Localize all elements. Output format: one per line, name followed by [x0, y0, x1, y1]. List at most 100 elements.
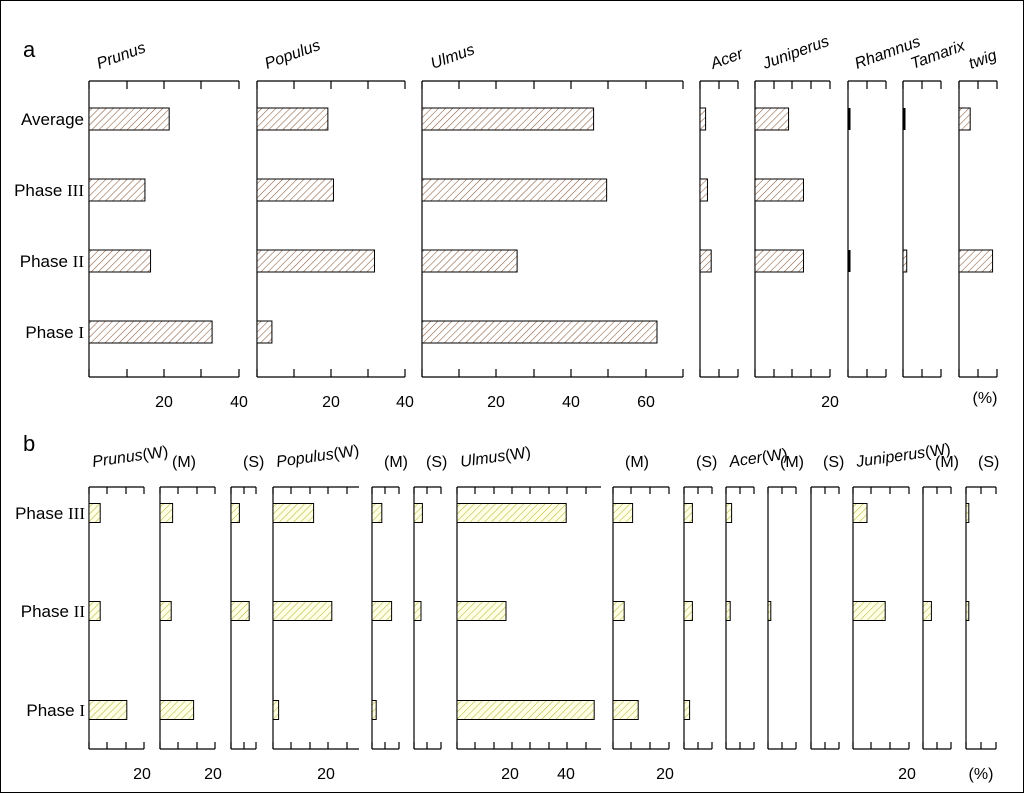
bar-acer-phase-ii — [699, 249, 712, 273]
bar-ulmus-phase-i — [421, 320, 658, 344]
tick-label: 40 — [230, 394, 248, 411]
panel-b-column-7-m: 20 (M) — [612, 454, 674, 783]
bar-rhamnus-average — [848, 108, 851, 130]
panel-b-column-10-m: (M) — [767, 454, 804, 750]
bar-populus-w-phase-ii — [272, 601, 333, 621]
row-label-phase-iii: Phase III — [15, 504, 85, 523]
bar-juniperus-w-phase-iii — [852, 503, 868, 523]
panel-b-column-5-s: (S) — [413, 454, 447, 750]
bar-s-phase-ii — [683, 601, 693, 621]
bar-prunus-average — [88, 107, 170, 131]
panel-b-column-3-populus-w: 20 Populus(W) — [272, 442, 360, 783]
bar-m-phase-i — [159, 700, 195, 720]
tick-label: 20 — [501, 766, 519, 783]
tick-label: 20 — [133, 766, 151, 783]
tick-label: 40 — [396, 394, 414, 411]
bar-ulmus-phase-ii — [421, 249, 518, 273]
bar-m-phase-ii — [767, 601, 772, 621]
panel-a-column-twig: twig — [958, 47, 1000, 378]
bar-s-phase-i — [683, 700, 691, 720]
bar-m-phase-ii — [159, 601, 172, 621]
bar-ulmus-w-phase-ii — [456, 601, 507, 621]
bar-juniperus-phase-ii — [754, 249, 804, 273]
tick-label: 20 — [821, 394, 839, 411]
panel-a-column-ulmus: 20 40 60 Ulmus — [421, 41, 684, 411]
bar-populus-average — [256, 107, 329, 131]
taxon-label-populus: Populus — [263, 37, 323, 73]
bar-acer-w-phase-ii — [725, 601, 731, 621]
bar-prunus-w-phase-ii — [88, 601, 101, 621]
bar-s-phase-iii — [683, 503, 693, 523]
row-label-phase-i: Phase I — [26, 701, 85, 720]
series-label-prunus-w: Prunus(W) — [91, 443, 169, 470]
series-label-m: (M) — [172, 454, 196, 471]
panel-b-column-0-prunus-w: 20 Prunus(W) — [88, 443, 169, 783]
bar-s-phase-iii — [413, 503, 423, 523]
bar-populus-phase-ii — [256, 249, 375, 273]
bar-m-phase-iii — [159, 503, 174, 523]
series-label-acer-w: Acer(W) — [727, 446, 788, 471]
series-label-s: (S) — [243, 454, 264, 471]
series-label-ulmus-w: Ulmus(W) — [459, 444, 532, 471]
panel-b-column-1-m: 20 (M) — [159, 454, 222, 783]
series-label-m: (M) — [384, 454, 408, 471]
tick-label: 20 — [155, 394, 173, 411]
bar-prunus-phase-ii — [88, 249, 152, 273]
series-label-m: (M) — [625, 454, 649, 471]
bar-m-phase-ii — [922, 601, 932, 621]
bar-twig-average — [958, 107, 971, 131]
bar-ulmus-phase-iii — [421, 178, 608, 202]
bar-prunus-phase-i — [88, 320, 213, 344]
bar-rhamnus-phase-ii — [848, 250, 851, 272]
bar-populus-w-phase-iii — [272, 503, 315, 523]
panel-b-column-2-s: (S) — [230, 454, 264, 750]
bar-m-phase-i — [371, 700, 377, 720]
panel-a-column-prunus: 20 40 Prunus — [88, 39, 248, 411]
taxon-label-prunus: Prunus — [95, 39, 148, 72]
bar-juniperus-average — [754, 107, 790, 131]
row-label-average: Average — [21, 110, 84, 129]
bar-s-phase-iii — [965, 503, 970, 523]
tick-label: 20 — [317, 766, 335, 783]
taxon-label-ulmus: Ulmus — [429, 41, 477, 72]
tick-label: 60 — [637, 394, 655, 411]
panel-label-b: b — [23, 431, 35, 456]
bar-acer-phase-iii — [699, 178, 708, 202]
bar-tamarix-phase-ii — [902, 249, 908, 273]
bar-juniperus-w-phase-ii — [852, 601, 886, 621]
row-label-phase-ii: Phase II — [21, 602, 86, 621]
panel-b-column-4-m: (M) — [371, 454, 408, 750]
tick-label: 40 — [557, 766, 575, 783]
panel-label-a: a — [23, 37, 36, 62]
bar-s-phase-ii — [965, 601, 970, 621]
panel-b-column-9-acer-w: Acer(W) — [725, 446, 789, 750]
unit-label-a: (%) — [973, 390, 998, 407]
panel-a-column-acer: Acer — [699, 45, 746, 378]
row-label-phase-iii: Phase III — [14, 181, 84, 200]
series-label-m: (M) — [935, 454, 959, 471]
bar-prunus-phase-iii — [88, 178, 146, 202]
taxon-label-acer: Acer — [708, 45, 746, 73]
series-label-s: (S) — [696, 454, 717, 471]
bar-populus-phase-i — [256, 320, 273, 344]
unit-label-b: (%) — [969, 766, 994, 783]
panel-b-column-13-m: (M) — [922, 454, 959, 750]
panel-b-column-6-ulmus-w: 20 40 Ulmus(W) — [456, 444, 601, 783]
bar-s-phase-ii — [413, 601, 422, 621]
bar-s-phase-ii — [230, 601, 250, 621]
panel-a-column-rhamnus: Rhamnus — [847, 33, 923, 378]
bar-prunus-w-phase-i — [88, 700, 128, 720]
panel-a-column-juniperus: 20 Juniperus — [754, 33, 839, 411]
panel-a-column-populus: 20 40 Populus — [256, 37, 414, 411]
panel-b-column-11-s: (S) — [810, 454, 844, 750]
bar-m-phase-iii — [612, 503, 634, 523]
bar-ulmus-w-phase-i — [456, 700, 595, 720]
bar-populus-phase-iii — [256, 178, 334, 202]
tick-label: 20 — [487, 394, 505, 411]
bar-m-phase-ii — [371, 601, 393, 621]
bar-populus-w-phase-i — [272, 700, 280, 720]
taxon-label-twig: twig — [967, 47, 1000, 73]
bar-m-phase-ii — [612, 601, 625, 621]
